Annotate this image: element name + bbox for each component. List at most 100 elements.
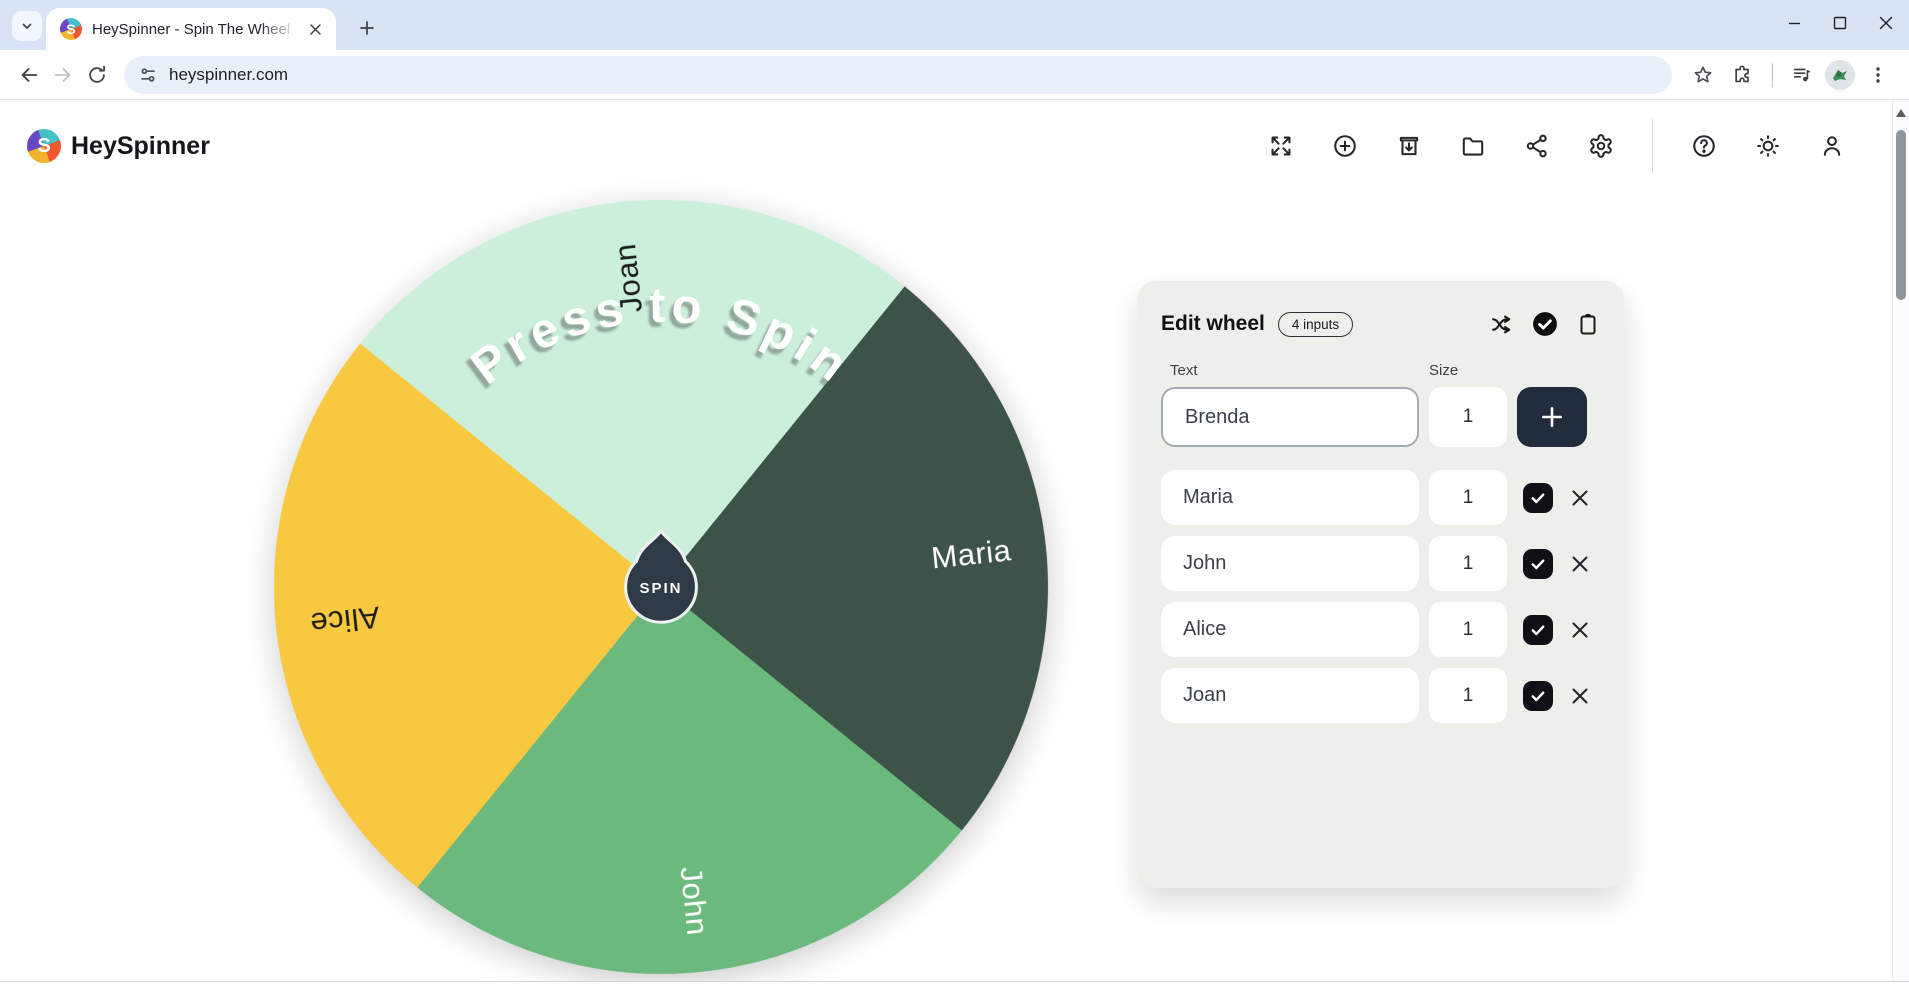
close-icon [1570, 488, 1590, 508]
forward-button[interactable] [46, 58, 80, 92]
close-icon [309, 23, 322, 36]
inputs-count-badge: 4 inputs [1277, 311, 1354, 337]
edit-wheel-panel: Edit wheel 4 inputs [1138, 281, 1624, 888]
spin-pointer-icon [624, 528, 698, 624]
entry-row [1161, 668, 1601, 723]
sun-icon [1755, 133, 1781, 159]
entry-size-input[interactable] [1429, 668, 1507, 723]
scrollbar-thumb[interactable] [1896, 130, 1906, 300]
account-button[interactable] [1815, 129, 1849, 163]
media-controls-button[interactable] [1785, 58, 1819, 92]
vertical-scrollbar[interactable] [1892, 100, 1909, 981]
close-icon [1570, 554, 1590, 574]
entry-enabled-checkbox[interactable] [1523, 548, 1553, 579]
wheel-label-maria: Maria [929, 532, 1013, 576]
help-button[interactable] [1687, 129, 1721, 163]
forward-arrow-icon [52, 64, 74, 86]
spin-button[interactable]: SPIN [601, 517, 721, 657]
select-all-button[interactable] [1532, 311, 1558, 337]
entry-text-input[interactable] [1161, 668, 1419, 723]
open-wheel-button[interactable] [1456, 129, 1490, 163]
entry-text-input[interactable] [1161, 602, 1419, 657]
theme-toggle-button[interactable] [1751, 129, 1785, 163]
extensions-button[interactable] [1726, 58, 1760, 92]
entry-delete-button[interactable] [1567, 485, 1593, 511]
wheel-label-joan: Joan [607, 241, 650, 315]
header-divider [1652, 119, 1653, 173]
check-icon [1529, 621, 1547, 639]
entry-row [1161, 536, 1601, 591]
entry-size-input[interactable] [1429, 536, 1507, 591]
check-icon [1529, 489, 1547, 507]
settings-button[interactable] [1584, 129, 1618, 163]
url-text: heyspinner.com [169, 64, 289, 84]
window-minimize-button[interactable] [1771, 0, 1817, 46]
reload-icon [86, 64, 108, 86]
tab-search-button[interactable] [12, 11, 42, 41]
fullscreen-icon [1268, 133, 1294, 159]
page-content: S HeySpinner [0, 100, 1909, 989]
entry-size-input[interactable] [1429, 470, 1507, 525]
profile-avatar[interactable] [1825, 59, 1855, 90]
add-entry-button[interactable] [1517, 387, 1587, 447]
entry-delete-button[interactable] [1567, 617, 1593, 643]
question-circle-icon [1691, 133, 1717, 159]
window-maximize-button[interactable] [1817, 0, 1863, 46]
tab-strip: S HeySpinner - Spin The Wheel & [0, 0, 1909, 50]
new-wheel-button[interactable] [1328, 129, 1362, 163]
browser-tab[interactable]: S HeySpinner - Spin The Wheel & [46, 8, 336, 50]
paste-button[interactable] [1575, 311, 1601, 337]
heyspinner-logo-icon: S [27, 129, 61, 163]
wheel-label-alice: Alice [308, 599, 382, 642]
entry-enabled-checkbox[interactable] [1523, 680, 1553, 711]
bottom-scroll-strip [0, 981, 1909, 989]
window-controls [1771, 0, 1909, 50]
entry-enabled-checkbox[interactable] [1523, 614, 1553, 645]
fullscreen-button[interactable] [1264, 129, 1298, 163]
panel-title: Edit wheel [1161, 312, 1265, 335]
new-entry-text-input[interactable] [1161, 387, 1419, 447]
toolbar-right [1686, 58, 1895, 92]
toolbar-divider [1772, 62, 1773, 87]
check-icon [1529, 555, 1547, 573]
column-label-size: Size [1429, 362, 1459, 379]
entry-text-input[interactable] [1161, 470, 1419, 525]
wheel-label-john: John [673, 864, 716, 938]
tab-close-button[interactable] [304, 18, 326, 40]
window-close-button[interactable] [1863, 0, 1909, 46]
column-label-text: Text [1170, 362, 1198, 379]
bookmark-star-button[interactable] [1686, 58, 1720, 92]
browser-menu-button[interactable] [1861, 58, 1895, 92]
folder-icon [1460, 133, 1486, 159]
entry-enabled-checkbox[interactable] [1523, 482, 1553, 513]
save-tray-icon [1396, 133, 1422, 159]
wheel-area: Joan Maria John Alice Press to Spin SPIN [235, 161, 1087, 989]
entry-row [1161, 602, 1601, 657]
back-arrow-icon [18, 64, 40, 86]
share-icon [1524, 133, 1550, 159]
back-button[interactable] [12, 58, 46, 92]
spin-button-label: SPIN [639, 580, 682, 597]
url-bar[interactable]: heyspinner.com [124, 55, 1672, 94]
entries-list [1161, 470, 1601, 723]
tab-title: HeySpinner - Spin The Wheel & [92, 20, 297, 38]
site-settings-icon[interactable] [138, 65, 158, 85]
clipboard-icon [1576, 312, 1600, 336]
panel-tools [1489, 311, 1601, 337]
close-icon [1570, 620, 1590, 640]
reload-button[interactable] [80, 58, 114, 92]
entry-delete-button[interactable] [1567, 683, 1593, 709]
save-wheel-button[interactable] [1392, 129, 1426, 163]
share-button[interactable] [1520, 129, 1554, 163]
entry-text-input[interactable] [1161, 536, 1419, 591]
scroll-up-arrow-icon[interactable] [1896, 109, 1906, 117]
close-icon [1570, 686, 1590, 706]
shuffle-button[interactable] [1489, 311, 1515, 337]
entry-size-input[interactable] [1429, 602, 1507, 657]
new-entry-size-input[interactable] [1429, 387, 1507, 447]
entry-delete-button[interactable] [1567, 551, 1593, 577]
favicon-heyspinner-icon: S [60, 18, 82, 40]
check-circle-icon [1532, 311, 1558, 337]
new-tab-button[interactable] [352, 13, 382, 43]
